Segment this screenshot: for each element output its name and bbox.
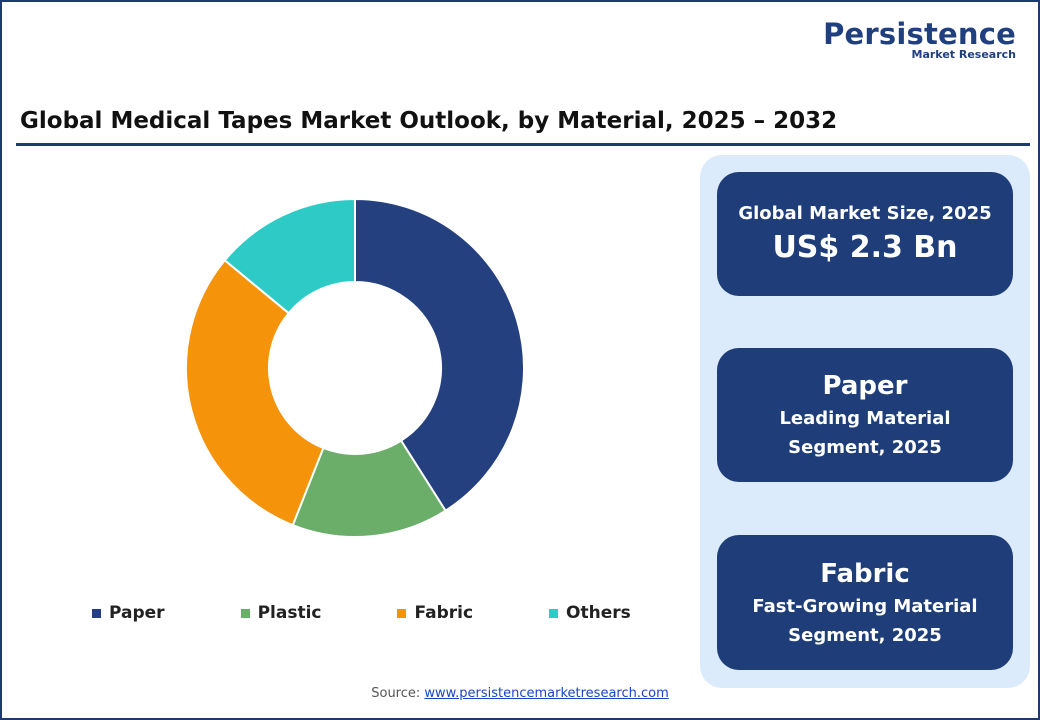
donut-slice-paper [354,197,525,513]
legend-label-others: Others [566,603,631,623]
leading-segment-line1: Leading Material [779,408,951,429]
legend-item-fabric: Fabric [397,603,473,623]
legend-item-plastic: Plastic [240,603,322,623]
legend-swatch-fabric [397,608,407,618]
market-size-label: Global Market Size, 2025 [738,203,992,224]
brand-name: Persistence [823,17,1016,51]
fastest-segment-line1: Fast-Growing Material [752,595,978,617]
donut-slice-fabric [185,258,325,527]
fastest-segment-title: Fabric [820,558,910,589]
source-prefix: Source: [371,686,425,701]
legend-label-fabric: Fabric [414,603,474,623]
chart-legend: Paper Plastic Fabric Others [92,603,631,623]
donut-chart-svg [185,197,525,538]
legend-label-paper: Paper [109,603,165,623]
fastest-segment-line2: Segment, 2025 [788,624,942,646]
title-divider [16,143,1030,146]
legend-item-others: Others [549,603,631,623]
market-size-value: US$ 2.3 Bn [772,230,958,265]
legend-swatch-others [549,608,559,618]
source-link[interactable]: www.persistencemarketresearch.com [424,686,669,701]
leading-segment-line2: Segment, 2025 [788,437,942,458]
donut-slice-others [223,197,356,315]
legend-swatch-plastic [240,608,250,618]
brand-tagline: Market Research [911,48,1017,61]
brand-logo: Persistence Market Research [823,18,1016,61]
legend-swatch-paper [92,608,101,618]
market-size-card: Global Market Size, 2025 US$ 2.3 Bn [717,172,1013,296]
legend-item-paper: Paper [92,603,165,623]
donut-chart [150,190,560,549]
leading-segment-title: Paper [822,371,908,401]
fastest-segment-card: Fabric Fast-Growing Material Segment, 20… [717,535,1013,670]
page-title: Global Medical Tapes Market Outlook, by … [20,108,838,134]
leading-segment-card: Paper Leading Material Segment, 2025 [717,348,1013,482]
legend-label-plastic: Plastic [257,603,322,623]
source-note: Source: www.persistencemarketresearch.co… [0,686,1040,701]
